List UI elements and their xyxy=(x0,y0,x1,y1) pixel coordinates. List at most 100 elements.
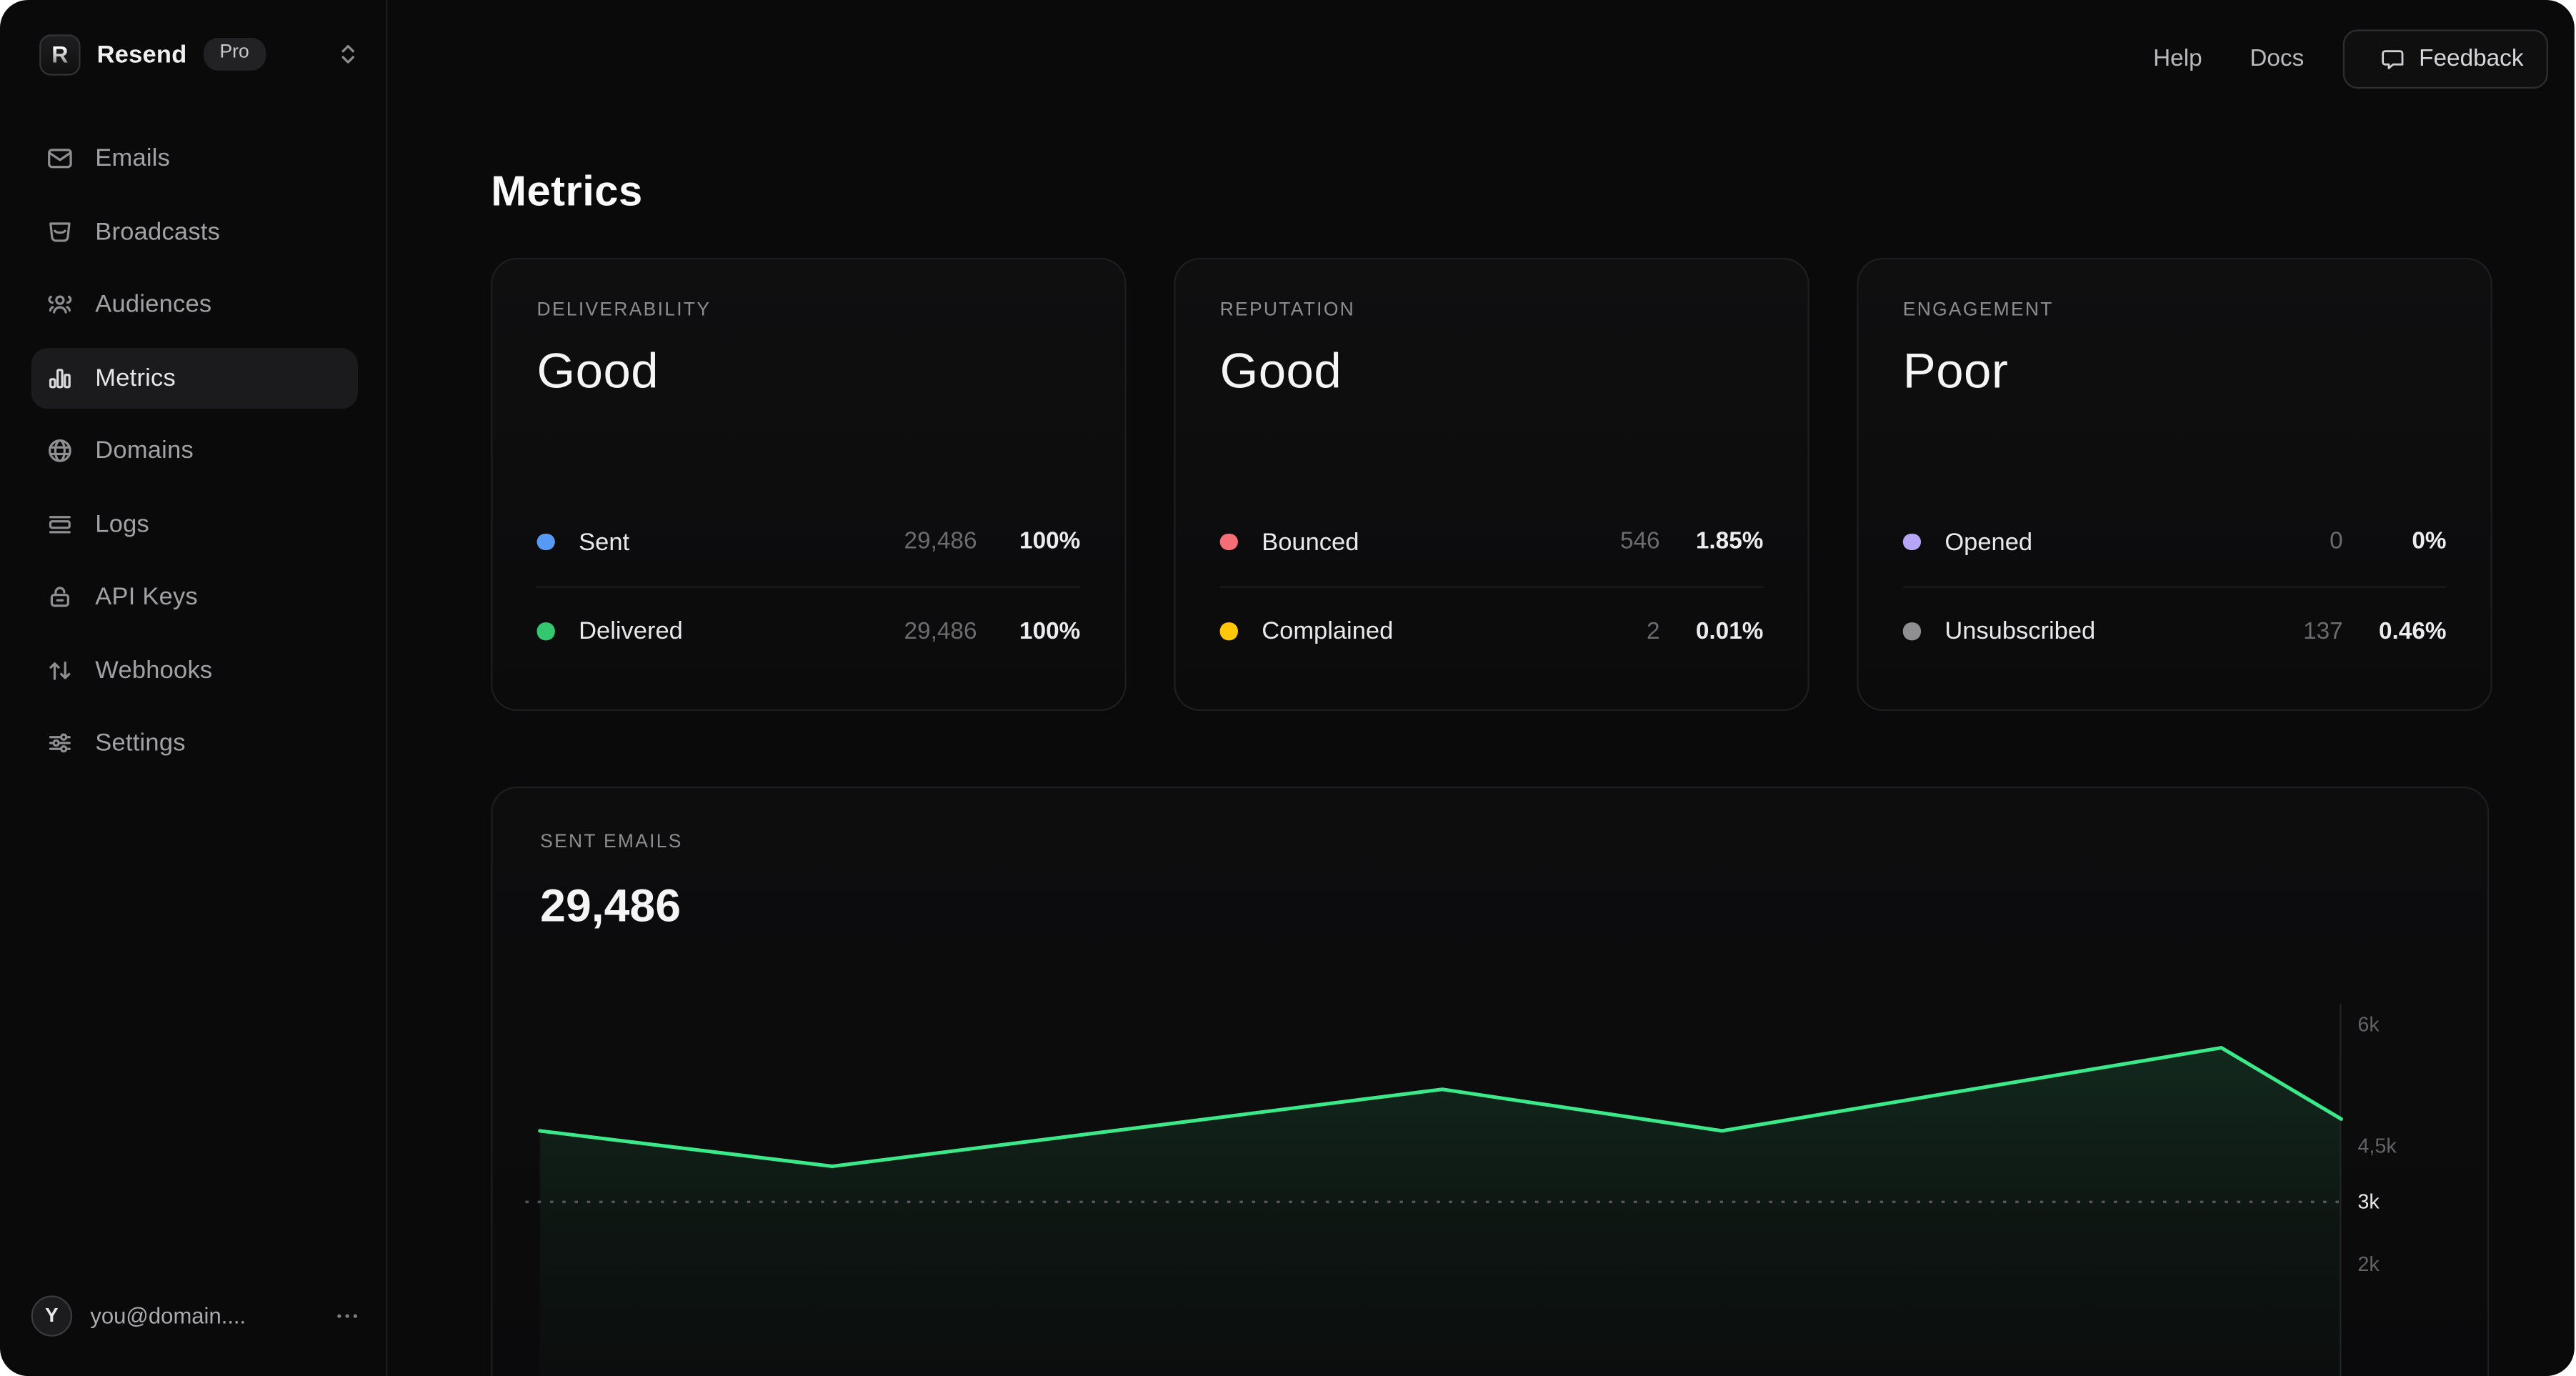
metric-percent: 1.85% xyxy=(1695,529,1764,555)
more-icon[interactable] xyxy=(334,1301,361,1329)
card-category: ENGAGEMENT xyxy=(1902,300,2054,321)
metric-dot xyxy=(1902,622,1920,640)
workspace-switcher[interactable]: R Resend Pro xyxy=(0,0,386,109)
metric-percent: 100% xyxy=(1019,618,1081,645)
topbar: Help Docs Feedback xyxy=(2105,0,2574,118)
summary-card-deliverability: DELIVERABILITY Good Sent 29,486 100% Del… xyxy=(491,257,1127,712)
sent-emails-card: SENT EMAILS 29,486 6k 4,5k 3k 2k xyxy=(491,786,2490,1376)
sidebar-item-label: Settings xyxy=(95,729,186,757)
sidebar-item-settings[interactable]: Settings xyxy=(31,712,358,773)
metric-percent: 0.01% xyxy=(1695,618,1764,645)
metric-percent: 100% xyxy=(1019,529,1081,555)
sliders-icon xyxy=(46,729,74,757)
sidebar-item-label: Broadcasts xyxy=(95,217,221,246)
chart-area-fill xyxy=(539,1047,2342,1376)
feedback-button[interactable]: Feedback xyxy=(2343,29,2549,89)
arrows-up-down-icon xyxy=(46,656,74,684)
metric-count: 137 xyxy=(2303,618,2343,645)
sidebar-item-label: Audiences xyxy=(95,290,212,319)
logs-icon xyxy=(46,510,74,538)
sidebar-nav: Emails Broadcasts Audiences Metrics Doma… xyxy=(0,128,386,785)
metric-label: Unsubscribed xyxy=(1945,617,2096,646)
sidebar-item-logs[interactable]: Logs xyxy=(31,494,358,554)
chart-card-category: SENT EMAILS xyxy=(540,832,683,852)
help-link[interactable]: Help xyxy=(2153,46,2202,73)
sidebar-item-label: Webhooks xyxy=(95,656,213,684)
sidebar-item-label: API Keys xyxy=(95,582,198,611)
sidebar-item-api-keys[interactable]: API Keys xyxy=(31,567,358,627)
lock-icon xyxy=(46,583,74,611)
user-email: you@domain.... xyxy=(90,1302,246,1328)
metric-row-sent: Sent 29,486 100% xyxy=(536,497,1081,586)
audiences-icon xyxy=(46,291,74,319)
metric-row-unsubscribed: Unsubscribed 137 0.46% xyxy=(1902,586,2447,675)
metric-row-delivered: Delivered 29,486 100% xyxy=(536,586,1081,675)
metric-count: 546 xyxy=(1619,529,1660,555)
metric-dot xyxy=(1902,533,1920,551)
sidebar: R Resend Pro Emails Broadcasts Audiences… xyxy=(0,0,388,1376)
metric-label: Opened xyxy=(1945,527,2033,556)
feedback-label: Feedback xyxy=(2419,46,2524,73)
metric-dot xyxy=(1219,533,1237,551)
summary-card-engagement: ENGAGEMENT Poor Opened 0 0% Unsubscribed… xyxy=(1857,257,2492,712)
sent-emails-line xyxy=(538,1046,2343,1169)
sidebar-item-label: Domains xyxy=(95,437,194,465)
metric-count: 0 xyxy=(2330,529,2343,555)
metric-count: 2 xyxy=(1647,618,1660,645)
card-status: Good xyxy=(1219,344,1342,399)
y-axis-tick-6k: 6k xyxy=(2357,1013,2380,1037)
metric-count: 29,486 xyxy=(904,529,977,555)
sidebar-item-emails[interactable]: Emails xyxy=(31,128,358,189)
docs-link[interactable]: Docs xyxy=(2250,46,2305,73)
sidebar-item-metrics[interactable]: Metrics xyxy=(31,347,359,409)
card-status: Good xyxy=(536,344,659,399)
bar-chart-icon xyxy=(46,364,74,392)
metric-rows: Bounced 546 1.85% Complained 2 0.01% xyxy=(1219,497,1764,675)
metric-label: Sent xyxy=(579,527,630,556)
metric-rows: Sent 29,486 100% Delivered 29,486 100% xyxy=(536,497,1081,675)
card-category: DELIVERABILITY xyxy=(536,300,712,321)
metric-rows: Opened 0 0% Unsubscribed 137 0.46% xyxy=(1902,497,2447,675)
sent-emails-total: 29,486 xyxy=(540,879,681,932)
user-menu[interactable]: Y you@domain.... xyxy=(0,1282,386,1348)
metric-row-bounced: Bounced 546 1.85% xyxy=(1219,497,1764,586)
metric-label: Delivered xyxy=(579,617,683,646)
summary-cards-row: DELIVERABILITY Good Sent 29,486 100% Del… xyxy=(491,257,2492,712)
envelope-icon xyxy=(46,144,74,172)
metric-count: 29,486 xyxy=(904,618,977,645)
metric-dot xyxy=(536,622,554,640)
card-status: Poor xyxy=(1902,344,2009,399)
metric-percent: 0.46% xyxy=(2378,618,2447,645)
globe-icon xyxy=(46,437,74,464)
y-axis-tick-2k: 2k xyxy=(2357,1252,2380,1276)
avatar: Y xyxy=(31,1295,73,1336)
message-bubble-icon xyxy=(2381,47,2405,71)
sidebar-item-label: Logs xyxy=(95,509,150,538)
broadcast-icon xyxy=(46,218,74,246)
metric-row-complained: Complained 2 0.01% xyxy=(1219,586,1764,675)
metric-percent: 0% xyxy=(2412,529,2447,555)
sidebar-item-label: Metrics xyxy=(95,364,176,392)
chevron-up-down-icon[interactable] xyxy=(335,41,361,67)
metric-dot xyxy=(536,533,554,551)
sidebar-item-webhooks[interactable]: Webhooks xyxy=(31,639,358,700)
y-axis-tick-4_5k: 4,5k xyxy=(2357,1135,2397,1158)
metric-label: Bounced xyxy=(1262,527,1359,556)
card-category: REPUTATION xyxy=(1219,300,1356,321)
metric-dot xyxy=(1219,622,1237,640)
sent-emails-chart xyxy=(525,998,2343,1376)
page-title: Metrics xyxy=(491,166,643,216)
plan-badge: Pro xyxy=(203,38,266,71)
sidebar-item-domains[interactable]: Domains xyxy=(31,420,358,481)
y-axis-tick-3k: 3k xyxy=(2357,1190,2380,1214)
resend-logo: R xyxy=(39,34,81,75)
resend-logo-letter: R xyxy=(51,41,69,68)
sidebar-item-audiences[interactable]: Audiences xyxy=(31,274,358,335)
sidebar-item-broadcasts[interactable]: Broadcasts xyxy=(31,201,358,262)
metric-label: Complained xyxy=(1262,617,1394,646)
metric-row-opened: Opened 0 0% xyxy=(1902,497,2447,586)
sidebar-item-label: Emails xyxy=(95,144,171,173)
workspace-name: Resend xyxy=(96,40,187,69)
